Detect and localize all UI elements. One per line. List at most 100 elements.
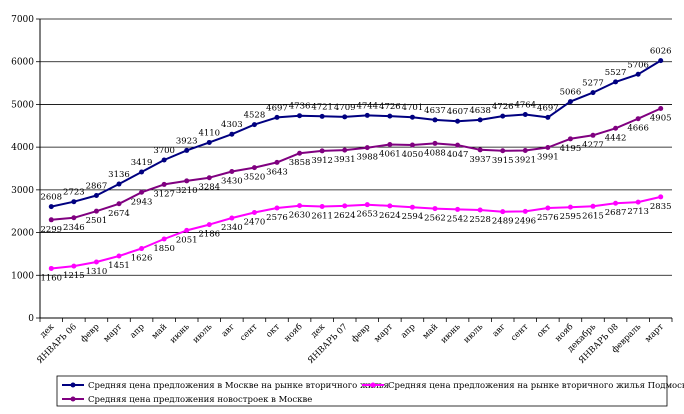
data-label: 2051 xyxy=(176,235,198,245)
data-label: 4528 xyxy=(244,111,266,121)
data-label: 4726 xyxy=(379,102,401,112)
data-point xyxy=(409,142,415,148)
y-tick-label: 1000 xyxy=(11,271,34,281)
data-label: 1626 xyxy=(131,254,153,264)
data-point xyxy=(206,139,212,145)
data-point xyxy=(274,114,280,120)
data-point xyxy=(522,208,528,214)
data-point xyxy=(545,205,551,211)
data-label: 4195 xyxy=(560,144,582,154)
data-point xyxy=(229,131,235,137)
data-label: 4061 xyxy=(379,150,401,160)
data-point xyxy=(500,113,506,119)
data-point xyxy=(274,205,280,211)
data-label: 4697 xyxy=(537,103,559,113)
data-label: 3988 xyxy=(356,153,378,163)
data-label: 1215 xyxy=(63,271,85,281)
data-point xyxy=(545,114,551,120)
data-label: 3430 xyxy=(221,176,243,186)
data-label: 3136 xyxy=(108,170,130,180)
data-point xyxy=(342,203,348,209)
data-point xyxy=(206,222,212,228)
data-label: 2943 xyxy=(131,197,153,207)
data-label: 4110 xyxy=(198,128,220,138)
legend: Средняя цена предложения в Москве на рын… xyxy=(62,381,684,405)
data-point xyxy=(364,112,370,118)
data-point xyxy=(409,204,415,210)
data-point xyxy=(409,114,415,120)
y-tick-labels: 0 1000 2000 3000 4000 5000 6000 7000 xyxy=(11,15,34,324)
data-point xyxy=(71,263,77,269)
legend-label: Средняя цена предложения новостроек в Мо… xyxy=(88,395,312,405)
y-tick-label: 0 xyxy=(28,314,34,324)
data-point xyxy=(635,71,641,77)
data-label: 5066 xyxy=(560,88,582,98)
data-label: 2624 xyxy=(379,211,401,221)
data-point xyxy=(184,178,190,184)
y-tick-label: 5000 xyxy=(11,100,34,110)
data-point xyxy=(590,90,596,96)
data-label: 5706 xyxy=(627,60,649,70)
data-label: 2470 xyxy=(244,217,266,227)
data-point xyxy=(590,203,596,209)
data-label: 4607 xyxy=(447,107,469,117)
data-point xyxy=(590,132,596,138)
data-label: 4637 xyxy=(424,106,446,116)
data-label: 4709 xyxy=(334,103,356,113)
data-point xyxy=(274,159,280,165)
data-label: 2496 xyxy=(514,216,536,226)
legend-swatch-marker xyxy=(70,382,76,388)
series-line-3 xyxy=(51,195,661,270)
data-label: 5527 xyxy=(605,68,627,78)
data-label: 4638 xyxy=(469,106,491,116)
data-point xyxy=(567,99,573,105)
data-point xyxy=(432,206,438,212)
data-point xyxy=(522,112,528,118)
data-label: 4905 xyxy=(650,113,672,123)
data-point xyxy=(71,199,77,205)
data-label: 4697 xyxy=(266,103,288,113)
data-label: 2562 xyxy=(424,214,446,224)
data-point xyxy=(71,215,77,221)
data-point xyxy=(116,201,122,207)
data-label: 3419 xyxy=(131,158,153,168)
data-point xyxy=(658,194,664,200)
data-label: 2615 xyxy=(582,211,604,221)
axes xyxy=(36,18,673,322)
data-point xyxy=(319,203,325,209)
data-label: 3915 xyxy=(492,156,514,166)
y-tick-label: 6000 xyxy=(11,58,34,68)
data-label: 3210 xyxy=(176,186,198,196)
data-point xyxy=(500,209,506,215)
data-label: 2674 xyxy=(108,209,130,219)
data-label: 3700 xyxy=(153,146,175,156)
data-label: 2835 xyxy=(650,202,672,212)
data-label: 6026 xyxy=(650,47,672,57)
data-point xyxy=(545,145,551,151)
data-label: 2653 xyxy=(356,210,378,220)
data-label: 3912 xyxy=(311,156,333,166)
data-point xyxy=(613,200,619,206)
data-point xyxy=(342,114,348,120)
data-point xyxy=(635,116,641,122)
data-label: 2186 xyxy=(198,230,220,240)
data-label: 3923 xyxy=(176,136,198,146)
data-point xyxy=(48,217,54,223)
data-point xyxy=(522,148,528,154)
data-point xyxy=(455,142,461,148)
data-point xyxy=(184,227,190,233)
data-label: 4277 xyxy=(582,140,604,150)
data-point xyxy=(613,79,619,85)
data-label: 4726 xyxy=(492,102,514,112)
data-label: 2340 xyxy=(221,223,243,233)
data-label: 2594 xyxy=(402,212,424,222)
data-point xyxy=(93,208,99,214)
data-label: 4764 xyxy=(514,101,536,111)
data-point xyxy=(319,148,325,154)
data-point xyxy=(500,148,506,154)
data-label: 4047 xyxy=(447,150,469,160)
series-lines xyxy=(48,58,664,271)
data-label: 3284 xyxy=(198,183,220,193)
data-label: 4088 xyxy=(424,148,446,158)
data-point xyxy=(161,236,167,242)
